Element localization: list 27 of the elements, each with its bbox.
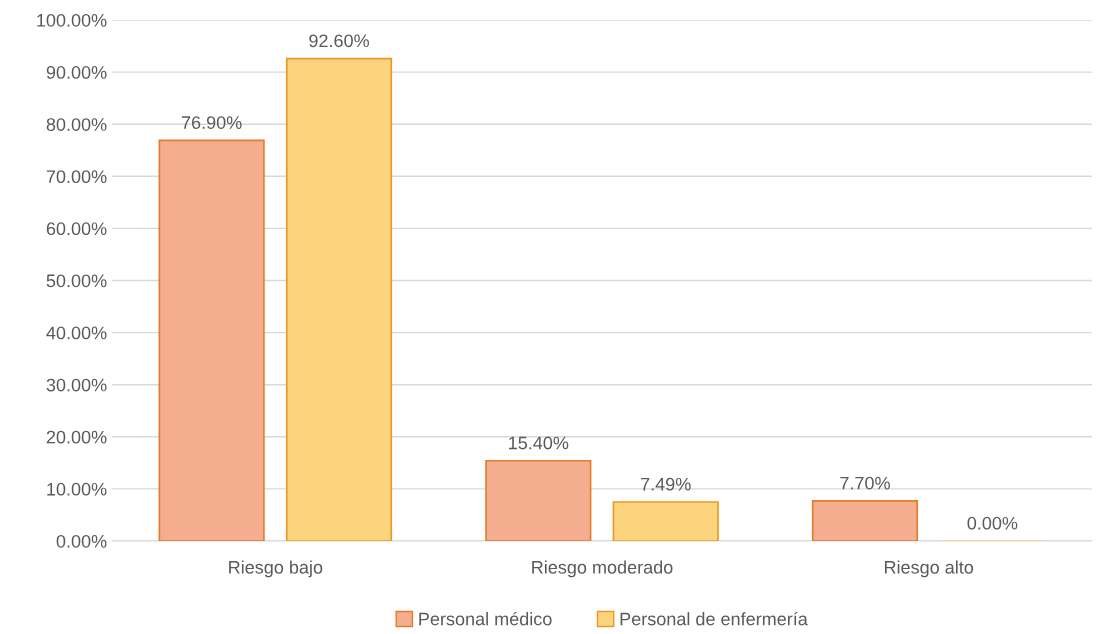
legend-label: Personal médico	[419, 611, 552, 626]
x-tick-label: Riesgo moderado	[532, 560, 673, 578]
bar	[158, 139, 265, 541]
data-label: 76.90%	[181, 116, 242, 129]
y-tick-label: 60.00%	[46, 222, 107, 236]
y-tick-label: 30.00%	[46, 378, 107, 392]
x-tick-label: Riesgo bajo	[229, 560, 323, 578]
data-label: 92.60%	[309, 34, 370, 48]
data-label: 0.00%	[967, 516, 1018, 530]
y-tick-label: 50.00%	[46, 274, 107, 288]
y-tick-label: 0.00%	[56, 534, 107, 548]
bar	[612, 501, 719, 541]
data-label: 7.49%	[641, 477, 691, 491]
y-tick-label: 80.00%	[46, 118, 107, 131]
bar	[485, 459, 592, 541]
x-tick-label: Riesgo alto	[884, 560, 974, 578]
y-tick-label: 20.00%	[46, 430, 107, 444]
data-label: 15.40%	[509, 436, 569, 450]
y-tick-label: 40.00%	[46, 326, 107, 340]
bar	[285, 57, 393, 541]
y-tick-label: 90.00%	[46, 66, 107, 79]
y-tick-label: 10.00%	[47, 482, 107, 496]
bar	[811, 500, 919, 541]
data-label: 7.70%	[840, 476, 890, 490]
y-tick-label: 70.00%	[46, 170, 107, 184]
y-tick-label: 100.00%	[37, 13, 107, 27]
legend-label: Personal de enfermería	[620, 611, 808, 626]
